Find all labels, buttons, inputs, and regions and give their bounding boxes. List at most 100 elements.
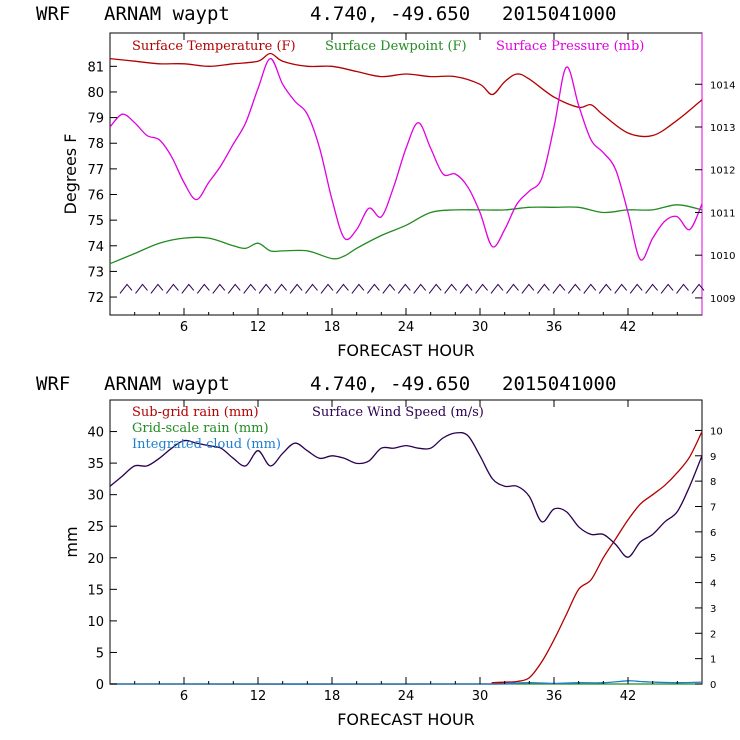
- y2-tick-label: 1011: [710, 208, 735, 219]
- y-tick-label: 80: [87, 86, 104, 101]
- wind-barb: [119, 283, 133, 294]
- top-title-date: 2015041000: [502, 3, 616, 25]
- bottom-y-axis-label: mm: [62, 526, 81, 557]
- wind-barb: [320, 283, 334, 294]
- wind-barb: [212, 283, 226, 294]
- top-y2-ticks: 1009 1010 1011 1012 1013 1014: [695, 80, 735, 305]
- wind-barb: [459, 283, 473, 294]
- wind-barb: [567, 283, 581, 294]
- y-tick-label: 15: [87, 583, 104, 598]
- x-tick-label: 30: [472, 689, 489, 704]
- wind-barb: [397, 283, 411, 294]
- series-line-wind: [109, 431, 703, 558]
- wind-barb: [428, 283, 442, 294]
- legend-subgrid-rain: Sub-grid rain (mm): [132, 405, 259, 420]
- wind-barb: [552, 283, 566, 294]
- x-tick-label: 6: [180, 320, 188, 335]
- y2-tick-label: 1: [710, 655, 716, 666]
- wind-barb: [289, 283, 303, 294]
- wind-barb: [614, 283, 628, 294]
- x-tick-label: 24: [398, 320, 415, 335]
- y2-tick-label: 9: [710, 452, 716, 463]
- top-series-group: [109, 52, 703, 265]
- y-tick-label: 30: [87, 489, 104, 504]
- legend-surface-temperature: Surface Temperature (F): [132, 39, 296, 54]
- bottom-x-axis-label: FORECAST HOUR: [337, 710, 475, 729]
- wind-barb: [166, 283, 179, 294]
- y-tick-label: 35: [87, 457, 104, 472]
- wind-barbs: [119, 283, 705, 294]
- top-y-axis-label: Degrees F: [61, 134, 80, 215]
- x-tick-label: 24: [398, 689, 415, 704]
- series-line-subgrid: [109, 431, 703, 685]
- wind-barb: [243, 283, 257, 294]
- wind-barb: [274, 283, 287, 294]
- y-tick-label: 76: [87, 189, 104, 204]
- wind-barb: [382, 283, 396, 294]
- y-tick-label: 25: [87, 520, 104, 535]
- y-tick-label: 40: [87, 426, 104, 441]
- y2-tick-label: 1010: [710, 251, 735, 262]
- wind-barb: [227, 283, 241, 294]
- wind-barb: [351, 283, 365, 294]
- y2-tick-label: 1012: [710, 166, 735, 177]
- top-plot-frame: [109, 32, 703, 316]
- wind-barb: [413, 283, 427, 294]
- y-tick-label: 74: [87, 240, 104, 255]
- y2-tick-label: 4: [710, 579, 716, 590]
- wind-barb: [475, 283, 488, 294]
- top-title-station: ARNAM waypt: [104, 3, 230, 25]
- wind-barb: [258, 283, 272, 294]
- wind-barb: [150, 283, 164, 294]
- y2-tick-label: 6: [710, 528, 716, 539]
- wind-barb: [135, 283, 148, 294]
- wind-barb: [490, 283, 504, 294]
- y2-tick-label: 1009: [710, 294, 735, 305]
- y-tick-label: 73: [87, 265, 104, 280]
- top-y-ticks: 72 73 74 75 76 77 78 79 80 81: [87, 60, 117, 306]
- y2-tick-label: 3: [710, 604, 716, 615]
- x-tick-label: 36: [546, 320, 563, 335]
- bottom-y2-ticks: 0 1 2 3 4 5 6 7 8 9 10: [695, 426, 723, 691]
- top-title-model: WRF: [36, 3, 70, 25]
- y2-tick-label: 8: [710, 477, 716, 488]
- legend-surface-dewpoint: Surface Dewpoint (F): [325, 39, 467, 54]
- y2-tick-label: 7: [710, 503, 716, 514]
- series-line-temperature: [109, 52, 703, 138]
- wind-barb: [367, 283, 380, 294]
- top-x-ticks: 6 12 18 24 30 36 42: [134, 33, 678, 335]
- wind-barb: [521, 283, 535, 294]
- y2-tick-label: 5: [710, 553, 716, 564]
- y2-tick-label: 1014: [710, 80, 735, 91]
- wind-barb: [691, 283, 705, 294]
- wind-barb: [583, 283, 597, 294]
- x-tick-label: 12: [250, 320, 267, 335]
- x-tick-label: 18: [324, 320, 341, 335]
- y-tick-label: 77: [87, 163, 104, 178]
- y-tick-label: 10: [87, 615, 104, 630]
- x-tick-label: 42: [620, 320, 637, 335]
- bottom-series-group: [109, 431, 703, 685]
- bottom-title-model: WRF: [36, 373, 70, 395]
- bottom-x-ticks: 6 12 18 24 30 36 42: [134, 400, 678, 704]
- y-tick-label: 79: [87, 112, 104, 127]
- y-tick-label: 20: [87, 552, 104, 567]
- x-tick-label: 18: [324, 689, 341, 704]
- legend-integrated-cloud: Integrated cloud (mm): [132, 437, 281, 452]
- x-tick-label: 6: [180, 689, 188, 704]
- top-title-coords: 4.740, -49.650: [310, 3, 470, 25]
- legend-gridscale-rain: Grid-scale rain (mm): [132, 421, 269, 436]
- y-tick-label: 78: [87, 137, 104, 152]
- top-x-axis-label: FORECAST HOUR: [337, 341, 475, 360]
- series-line-pressure: [109, 57, 703, 261]
- wind-barb: [537, 283, 550, 294]
- bottom-y-ticks: 0 5 10 15 20 25 30 35 40: [87, 426, 117, 693]
- legend-surface-wind-speed: Surface Wind Speed (m/s): [312, 405, 484, 420]
- x-tick-label: 30: [472, 320, 489, 335]
- y2-tick-label: 10: [710, 426, 723, 437]
- wind-barb: [305, 283, 318, 294]
- x-tick-label: 36: [546, 689, 563, 704]
- wind-barb: [676, 283, 689, 294]
